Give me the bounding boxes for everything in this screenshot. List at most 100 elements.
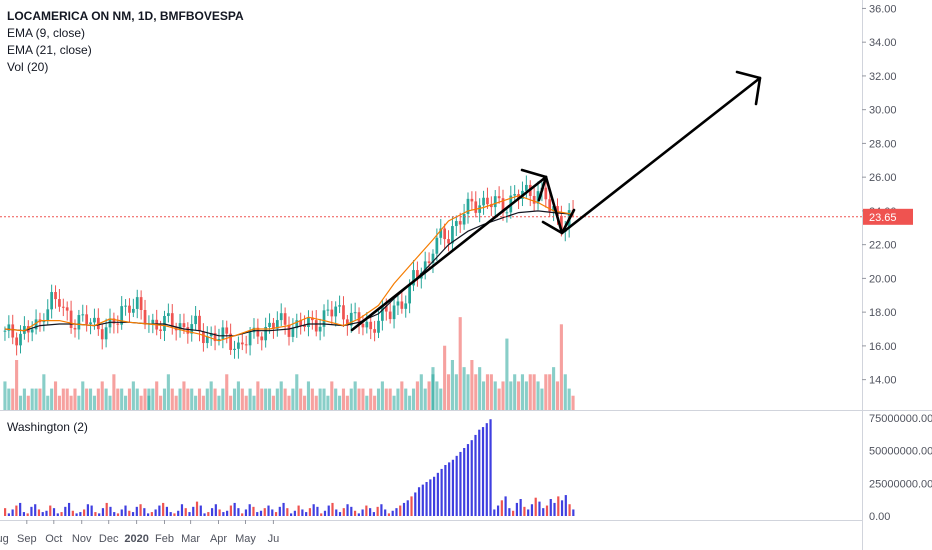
volume-bar xyxy=(139,395,143,410)
candle-body xyxy=(7,324,11,331)
washington-bar xyxy=(241,513,244,516)
washington-bar xyxy=(297,505,300,516)
volume-bar xyxy=(240,388,244,410)
candle-body xyxy=(381,306,384,321)
candle-body xyxy=(233,348,236,350)
price-tick-label: 34.00 xyxy=(869,37,897,49)
volume-bar xyxy=(162,388,167,410)
washington-bar xyxy=(414,492,417,516)
washington-bar xyxy=(30,506,33,516)
candle-body xyxy=(349,312,353,326)
washington-bar xyxy=(346,504,349,516)
candle-body xyxy=(474,201,478,213)
volume-bar xyxy=(287,395,291,410)
volume-bar xyxy=(205,388,209,410)
candle-body xyxy=(15,337,18,346)
candle-body xyxy=(299,320,303,326)
candle-body xyxy=(501,198,505,213)
volume-bar xyxy=(264,388,268,410)
washington-bar xyxy=(286,508,289,516)
washington-bar xyxy=(274,512,278,516)
volume-bar xyxy=(22,388,26,410)
washington-bar xyxy=(22,512,26,516)
washington-bar xyxy=(150,512,153,516)
candle-body xyxy=(268,322,271,327)
candle-body xyxy=(310,317,314,321)
volume-bar xyxy=(147,388,151,410)
volume-bar xyxy=(42,374,46,410)
price-tick-label: 36.00 xyxy=(869,3,897,15)
volume-bar xyxy=(571,395,575,410)
volume-bar xyxy=(34,388,38,410)
washington-bar xyxy=(15,505,18,516)
washington-bar xyxy=(474,434,477,516)
washington-legend[interactable]: Washington (2) xyxy=(7,420,88,434)
volume-bar xyxy=(536,381,540,410)
volume-bar xyxy=(509,381,513,410)
volume-bar xyxy=(306,381,311,410)
ema9-legend[interactable]: EMA (9, close) xyxy=(7,26,86,40)
volume-bar xyxy=(213,388,217,410)
washington-bar xyxy=(49,505,52,516)
volume-bar xyxy=(69,395,73,410)
washington-pane[interactable] xyxy=(4,419,575,516)
candle-body xyxy=(50,292,54,310)
washington-bar xyxy=(252,506,255,516)
candle-body xyxy=(116,323,120,325)
candle-body xyxy=(377,320,380,333)
washington-bar xyxy=(504,496,507,516)
washington-bar xyxy=(564,495,567,516)
price-pane[interactable] xyxy=(0,175,862,359)
washington-bar xyxy=(56,513,59,516)
volume-legend[interactable]: Vol (20) xyxy=(7,60,49,74)
volume-bar xyxy=(431,374,435,410)
ema9-line xyxy=(4,195,574,342)
volume-bar xyxy=(567,388,571,410)
washington-bar xyxy=(214,504,217,516)
candle-body xyxy=(369,321,373,330)
volume-bar xyxy=(415,381,419,410)
candle-body xyxy=(548,199,552,212)
washington-bar xyxy=(391,510,394,516)
washington-bar xyxy=(320,513,323,516)
washington-bar xyxy=(515,502,518,516)
candle-body xyxy=(240,342,244,345)
washington-bar xyxy=(568,504,571,516)
candle-body xyxy=(307,317,310,327)
price-tick-label: 30.00 xyxy=(869,105,897,117)
volume-bar xyxy=(357,388,361,410)
symbol-title[interactable]: LOCAMERICA ON NM, 1D, BMFBOVESPA xyxy=(7,9,244,23)
volume-bar xyxy=(81,381,85,410)
candle-body xyxy=(427,261,431,263)
candle-body xyxy=(260,336,264,341)
candle-body xyxy=(447,239,450,244)
volume-bar xyxy=(271,395,275,410)
candle-body xyxy=(264,326,268,341)
washington-bar xyxy=(331,502,334,516)
candle-body xyxy=(556,206,559,216)
candle-body xyxy=(11,324,15,338)
trend-drawings[interactable] xyxy=(350,70,762,332)
washington-bar xyxy=(478,429,481,516)
candle-body xyxy=(89,322,92,325)
washington-bar xyxy=(26,513,29,516)
washington-bar xyxy=(523,506,526,516)
candle-body xyxy=(384,306,388,312)
washington-bar xyxy=(135,506,138,516)
candle-body xyxy=(334,306,338,317)
ema21-legend[interactable]: EMA (21, close) xyxy=(7,43,92,57)
candle-body xyxy=(244,344,248,346)
candle-body xyxy=(194,315,197,325)
washington-bar xyxy=(512,510,515,516)
volume-bar xyxy=(166,374,170,410)
candle-body xyxy=(322,310,326,327)
volume-bar xyxy=(190,388,194,410)
trend-line-up xyxy=(350,175,548,332)
washington-bar xyxy=(433,476,436,516)
candle-body xyxy=(252,327,256,333)
washington-bar xyxy=(316,506,319,516)
washington-bar xyxy=(308,508,312,516)
washington-bar xyxy=(470,440,473,516)
volume-bar xyxy=(197,388,202,410)
